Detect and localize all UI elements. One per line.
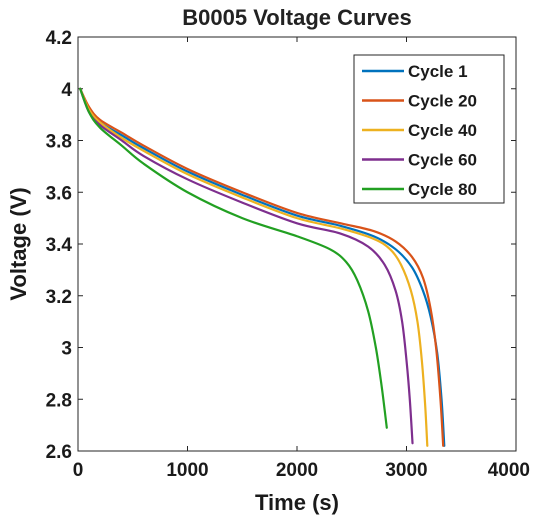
series-line-5 [79,87,388,429]
y-tick-label: 4.2 [46,28,72,49]
x-tick-label: 2000 [276,460,318,481]
legend-label: Cycle 1 [408,62,468,81]
y-tick-label: 2.8 [46,390,72,411]
y-tick-label: 3.4 [46,235,73,256]
legend-label: Cycle 60 [408,151,477,170]
x-tick-label: 1000 [166,460,208,481]
y-tick-label: 4 [61,80,72,101]
x-tick-label: 0 [73,460,84,481]
series-line-3 [79,87,429,447]
legend-label: Cycle 20 [408,92,477,111]
series-line-2 [79,87,445,447]
y-tick-label: 3.2 [46,287,72,308]
y-tick-label: 2.6 [46,442,72,463]
y-tick-label: 3.6 [46,183,72,204]
series-line-4 [79,87,414,445]
legend-label: Cycle 40 [408,121,477,140]
legend: Cycle 1 Cycle 20 Cycle 40 Cycle 60 Cycle 80 [353,54,505,204]
chart-title: B0005 Voltage Curves [182,5,411,30]
x-axis: 0 1000 2000 3000 4000 [73,37,530,481]
legend-label: Cycle 80 [408,180,477,199]
x-tick-label: 3000 [385,460,427,481]
y-axis: 2.6 2.8 3 3.2 3.4 3.6 3.8 4 4.2 [46,28,516,463]
x-tick-label: 4000 [488,460,530,481]
series-lines [79,87,446,447]
x-axis-label: Time (s) [255,490,339,515]
y-axis-label: Voltage (V) [6,187,31,300]
y-tick-label: 3 [61,339,72,360]
y-tick-label: 3.8 [46,132,72,153]
